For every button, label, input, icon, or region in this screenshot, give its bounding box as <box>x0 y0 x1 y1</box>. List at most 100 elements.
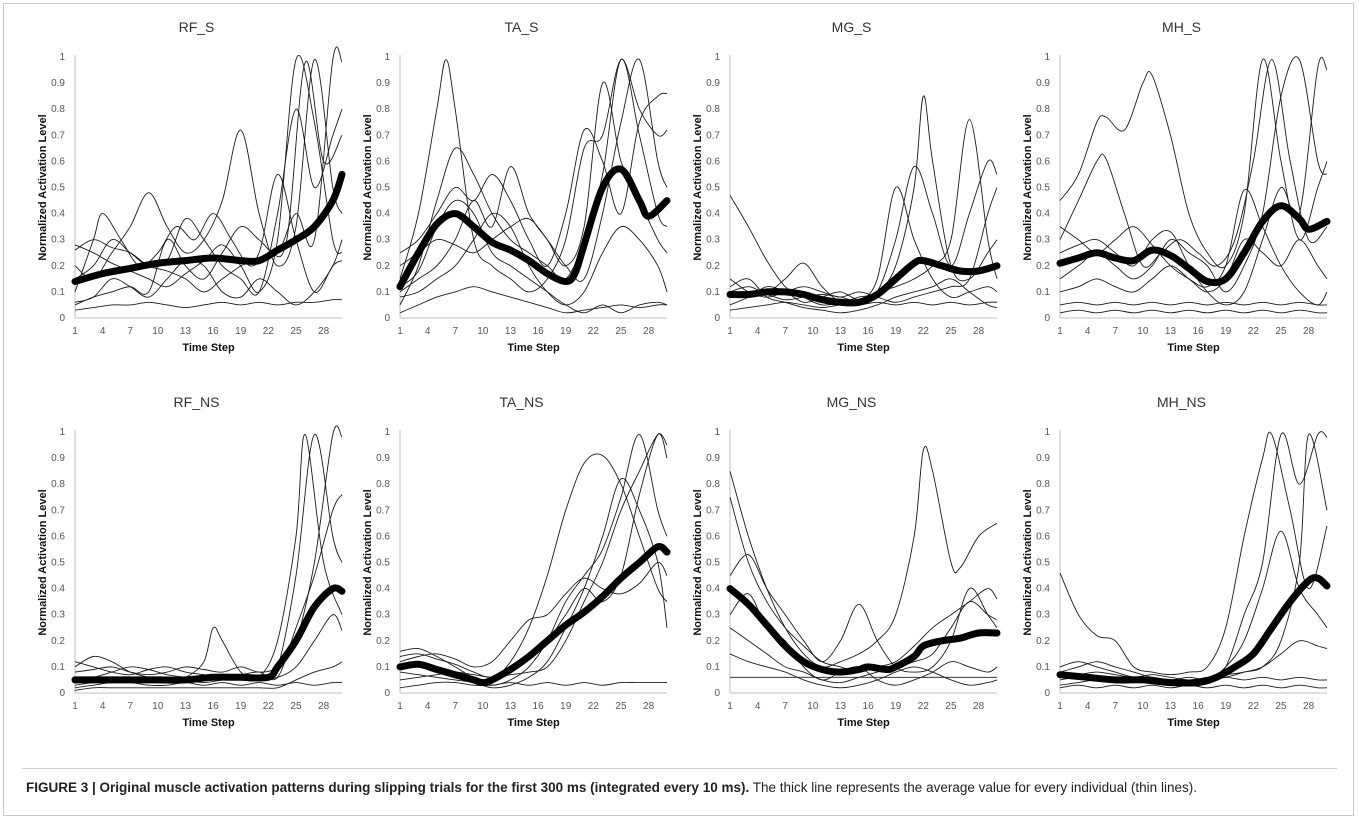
y-tick-label: 0.4 <box>51 209 65 220</box>
y-tick-label: 0.7 <box>376 130 390 141</box>
y-tick-label: 0.7 <box>51 505 65 516</box>
y-tick-label: 0.7 <box>706 130 720 141</box>
chart-panel-rf-ns: RF_NS 0 0.1 0.2 0.3 0.4 0.5 0.6 0.7 0.8 0.9 1 1 4 7 10 1… <box>20 385 350 760</box>
y-tick-label: 0.2 <box>376 636 390 647</box>
x-tick-label: 10 <box>152 326 164 337</box>
y-tick-label: 0.8 <box>1036 104 1050 115</box>
x-tick-label: 25 <box>945 701 957 712</box>
individual-line-1 <box>399 59 668 293</box>
x-tick-label: 16 <box>533 701 545 712</box>
x-tick-label: 4 <box>755 326 761 337</box>
y-tick-label: 0.9 <box>1036 78 1050 89</box>
y-tick-label: 0.2 <box>51 636 65 647</box>
y-tick-label: 0.4 <box>376 584 390 595</box>
y-tick-label: 0.9 <box>706 453 720 464</box>
x-tick-label: 13 <box>180 701 192 712</box>
y-tick-label: 0.3 <box>1036 610 1050 621</box>
y-axis-label: Normalized Activation Level <box>37 489 49 635</box>
individual-line-7 <box>74 661 343 691</box>
figure-panels: RF_S 0 0.1 0.2 0.3 0.4 0.5 0.6 0.7 0.8 0.9 1 1 4 7 10 13… <box>20 10 1335 760</box>
y-tick-label: 1 <box>1044 52 1050 63</box>
individual-line-5 <box>74 299 343 311</box>
chart-title: MH_S <box>1162 19 1201 35</box>
y-tick-label: 0.3 <box>706 235 720 246</box>
y-tick-label: 0.1 <box>376 287 390 298</box>
individual-line-2 <box>729 159 998 307</box>
x-tick-label: 16 <box>1193 701 1205 712</box>
y-tick-label: 1 <box>714 427 720 438</box>
y-tick-label: 0.3 <box>1036 235 1050 246</box>
y-axis-label: Normalized Activation Level <box>1022 114 1034 260</box>
x-tick-label: 22 <box>1248 326 1260 337</box>
chart-title: RF_NS <box>174 394 220 410</box>
chart-panel-mh-s: MH_S 0 0.1 0.2 0.3 0.4 0.5 0.6 0.7 0.8 0.9 1 1 4 7 10 13… <box>1005 10 1335 385</box>
x-tick-label: 1 <box>727 701 733 712</box>
average-line <box>71 584 346 684</box>
y-tick-label: 0 <box>59 313 65 324</box>
x-tick-label: 4 <box>1085 326 1091 337</box>
x-tick-label: 28 <box>973 701 985 712</box>
x-tick-label: 25 <box>1275 326 1287 337</box>
x-tick-label: 28 <box>643 326 655 337</box>
chart-title: MG_NS <box>827 394 877 410</box>
individual-line-2 <box>74 60 343 293</box>
y-tick-label: 0 <box>1044 688 1050 699</box>
y-tick-label: 0.4 <box>706 584 720 595</box>
x-tick-label: 7 <box>127 326 133 337</box>
chart-panel-mh-ns: MH_NS 0 0.1 0.2 0.3 0.4 0.5 0.6 0.7 0.8 0.9 1 1 4 7 10 1… <box>1005 385 1335 760</box>
y-tick-label: 0.8 <box>1036 479 1050 490</box>
x-tick-label: 1 <box>397 326 403 337</box>
individual-line-3 <box>399 92 668 267</box>
individual-line-6 <box>1059 433 1328 686</box>
x-tick-label: 25 <box>290 326 302 337</box>
x-tick-label: 13 <box>1165 326 1177 337</box>
chart-panel-ta-ns: TA_NS 0 0.1 0.2 0.3 0.4 0.5 0.6 0.7 0.8 0.9 1 1 4 7 10 1… <box>345 385 675 760</box>
y-axis-label: Normalized Activation Level <box>362 489 374 635</box>
x-tick-label: 16 <box>208 701 220 712</box>
y-axis-label: Normalized Activation Level <box>692 114 704 260</box>
x-tick-label: 7 <box>782 326 788 337</box>
y-tick-label: 0.5 <box>51 183 65 194</box>
y-tick-label: 0.6 <box>376 531 390 542</box>
individual-line-6 <box>729 278 998 314</box>
chart-panel-rf-s: RF_S 0 0.1 0.2 0.3 0.4 0.5 0.6 0.7 0.8 0.9 1 1 4 7 10 13… <box>20 10 350 385</box>
x-tick-label: 16 <box>208 326 220 337</box>
y-tick-label: 0.5 <box>706 183 720 194</box>
x-axis-label: Time Step <box>507 717 560 729</box>
chart-svg: MG_NS 0 0.1 0.2 0.3 0.4 0.5 0.6 0.7 0.8 0.9 1 1 4 7 10 1… <box>692 394 1001 729</box>
chart-panel-mg-s: MG_S 0 0.1 0.2 0.3 0.4 0.5 0.6 0.7 0.8 0.9 1 1 4 7 10 13… <box>675 10 1005 385</box>
average-line <box>71 170 346 285</box>
x-axis-label: Time Step <box>182 717 235 729</box>
individual-line-7 <box>1059 640 1328 681</box>
x-tick-label: 25 <box>615 326 627 337</box>
x-axis-label: Time Step <box>507 342 560 354</box>
y-tick-label: 0.9 <box>376 78 390 89</box>
individual-line-7 <box>399 433 668 678</box>
chart-svg: TA_NS 0 0.1 0.2 0.3 0.4 0.5 0.6 0.7 0.8 0.9 1 1 4 7 10 1… <box>362 394 671 729</box>
chart-title: MG_S <box>832 19 872 35</box>
individual-line-1 <box>74 434 343 681</box>
y-tick-label: 1 <box>59 52 65 63</box>
y-axis-label: Normalized Activation Level <box>362 114 374 260</box>
figure-frame <box>3 3 1354 816</box>
y-tick-label: 0.7 <box>1036 505 1050 516</box>
y-tick-label: 0.1 <box>706 662 720 673</box>
y-tick-label: 0 <box>714 688 720 699</box>
x-axis-label: Time Step <box>182 342 235 354</box>
y-tick-label: 0.1 <box>1036 662 1050 673</box>
x-tick-label: 28 <box>1303 701 1315 712</box>
chart-panel-ta-s: TA_S 0 0.1 0.2 0.3 0.4 0.5 0.6 0.7 0.8 0.9 1 1 4 7 10 13… <box>345 10 675 385</box>
individual-line-8 <box>399 199 668 314</box>
x-tick-label: 22 <box>1248 701 1260 712</box>
x-tick-label: 7 <box>1112 701 1118 712</box>
individual-line-1 <box>1059 58 1328 269</box>
y-tick-label: 0.1 <box>1036 287 1050 298</box>
individual-line-7 <box>729 187 998 303</box>
x-tick-label: 13 <box>505 326 517 337</box>
x-tick-label: 4 <box>100 326 106 337</box>
y-tick-label: 0.9 <box>51 453 65 464</box>
y-tick-label: 0.5 <box>1036 558 1050 569</box>
x-tick-label: 13 <box>505 701 517 712</box>
individual-line-3 <box>729 119 998 306</box>
individual-line-1 <box>729 445 998 668</box>
